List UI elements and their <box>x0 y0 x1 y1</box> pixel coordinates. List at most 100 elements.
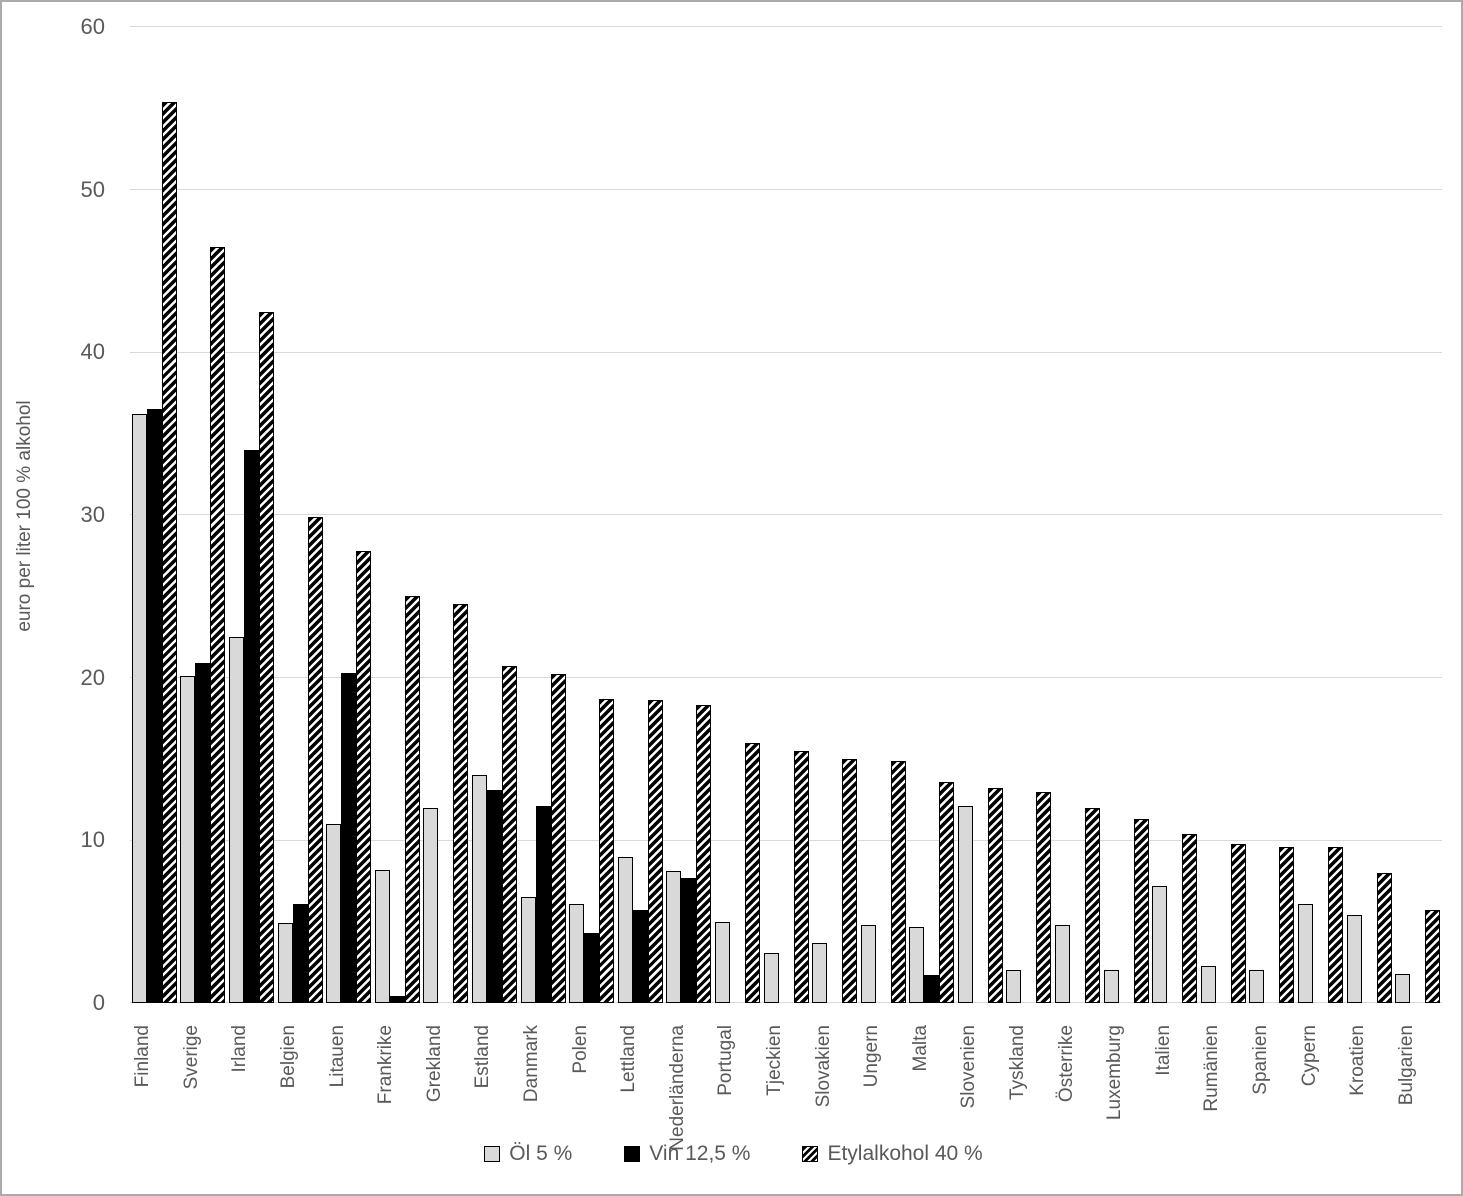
x-axis-category-label: Portugal <box>715 1025 737 1096</box>
legend-item-spirit: Etylalkohol 40 % <box>802 1142 983 1166</box>
x-axis-category-label: Danmark <box>521 1025 543 1103</box>
x-axis-category-label: Estland <box>472 1025 494 1089</box>
bar <box>842 759 858 1003</box>
x-axis-category-label: Luxemburg <box>1104 1025 1126 1121</box>
x-axis-category-label: Grekland <box>423 1025 445 1103</box>
bar <box>1006 970 1022 1003</box>
legend-label-wine: Vin 12,5 % <box>649 1142 751 1165</box>
bar <box>471 775 487 1003</box>
bar <box>277 923 293 1003</box>
legend: Öl 5 % Vin 12,5 % Etylalkohol 40 % <box>2 1142 1461 1166</box>
x-axis-category-label: Ungern <box>861 1025 883 1088</box>
gridline <box>130 839 1442 841</box>
x-axis-category-label: Malta <box>909 1025 931 1072</box>
x-axis-category-label: Slovakien <box>812 1025 834 1108</box>
gridline <box>130 1002 1442 1004</box>
bar <box>1230 843 1246 1003</box>
bar <box>195 663 211 1003</box>
bar <box>1249 970 1265 1003</box>
x-axis-category-label: Frankrike <box>375 1025 397 1105</box>
bar <box>957 806 973 1003</box>
x-axis-category-label: Kroatien <box>1347 1025 1369 1096</box>
bar <box>356 550 372 1003</box>
bar <box>793 750 809 1003</box>
bar <box>647 700 663 1003</box>
y-axis-tick-label: 0 <box>92 990 105 1015</box>
y-axis-tick-label: 20 <box>80 664 105 690</box>
legend-item-wine: Vin 12,5 % <box>624 1142 750 1166</box>
bar <box>486 789 502 1003</box>
bar <box>1152 885 1168 1003</box>
y-axis-tick-label: 30 <box>80 502 105 527</box>
wine-swatch-icon <box>624 1146 641 1162</box>
bar <box>550 674 566 1003</box>
gridline <box>130 188 1442 190</box>
bar <box>569 903 585 1003</box>
bar <box>131 414 147 1003</box>
bar <box>389 996 405 1003</box>
bar <box>763 952 779 1003</box>
bar <box>1395 973 1411 1003</box>
bar <box>453 604 469 1003</box>
x-axis-category-label: Belgien <box>278 1025 300 1089</box>
bar <box>987 788 1003 1003</box>
gridline <box>130 676 1442 678</box>
bar <box>228 637 244 1003</box>
x-axis-category-label: Finland <box>132 1025 154 1088</box>
bar <box>1103 970 1119 1003</box>
bar <box>1200 965 1216 1003</box>
x-axis-category-label: Bulgarien <box>1395 1025 1417 1106</box>
beer-swatch-icon <box>484 1146 501 1162</box>
bar <box>180 676 196 1003</box>
bar <box>307 516 323 1003</box>
y-axis-tick-label: 50 <box>80 176 105 202</box>
bar <box>243 449 259 1003</box>
bar <box>909 926 925 1003</box>
legend-label-beer: Öl 5 % <box>509 1142 573 1165</box>
x-axis-category-label: Sverige <box>180 1025 202 1090</box>
bar <box>584 933 600 1003</box>
bar <box>681 877 697 1003</box>
bar <box>501 666 517 1003</box>
bar <box>404 596 420 1003</box>
x-axis-category-label: Tyskland <box>1006 1025 1028 1100</box>
bar <box>210 246 226 1003</box>
bar <box>1085 807 1101 1003</box>
x-axis-category-label: Italien <box>1152 1025 1174 1076</box>
bar <box>146 409 162 1003</box>
x-axis-category-label: Lettland <box>618 1025 640 1093</box>
x-axis-category-label: Cypern <box>1298 1025 1320 1087</box>
bar <box>258 311 274 1003</box>
x-axis-category-label: Irland <box>229 1025 251 1073</box>
bar <box>714 921 730 1003</box>
gridline <box>130 26 1442 28</box>
bar <box>939 781 955 1003</box>
legend-label-spirit: Etylalkohol 40 % <box>827 1142 983 1165</box>
bar <box>535 806 551 1003</box>
x-axis-category-label: Österrike <box>1055 1025 1077 1103</box>
bar <box>1298 903 1314 1003</box>
bar <box>292 903 308 1003</box>
bar <box>632 910 648 1003</box>
bar <box>520 897 536 1003</box>
x-axis-category-label: Slovenien <box>958 1025 980 1109</box>
bar <box>890 760 906 1003</box>
bar <box>1376 872 1392 1003</box>
bar <box>326 824 342 1003</box>
bar <box>599 698 615 1003</box>
bar <box>696 705 712 1003</box>
bar <box>1036 791 1052 1003</box>
bar <box>1279 846 1295 1003</box>
bar <box>423 807 439 1003</box>
x-axis-category-label: Polen <box>569 1025 591 1074</box>
bar <box>1133 819 1149 1003</box>
gridline <box>130 351 1442 353</box>
bar <box>1328 846 1344 1003</box>
spirit-swatch-icon <box>802 1146 819 1162</box>
bar <box>617 856 633 1003</box>
y-axis-tick-label: 10 <box>80 827 105 853</box>
bar <box>374 869 390 1003</box>
gridline <box>130 514 1442 516</box>
x-axis-category-label: Nederländerna <box>666 1025 688 1151</box>
